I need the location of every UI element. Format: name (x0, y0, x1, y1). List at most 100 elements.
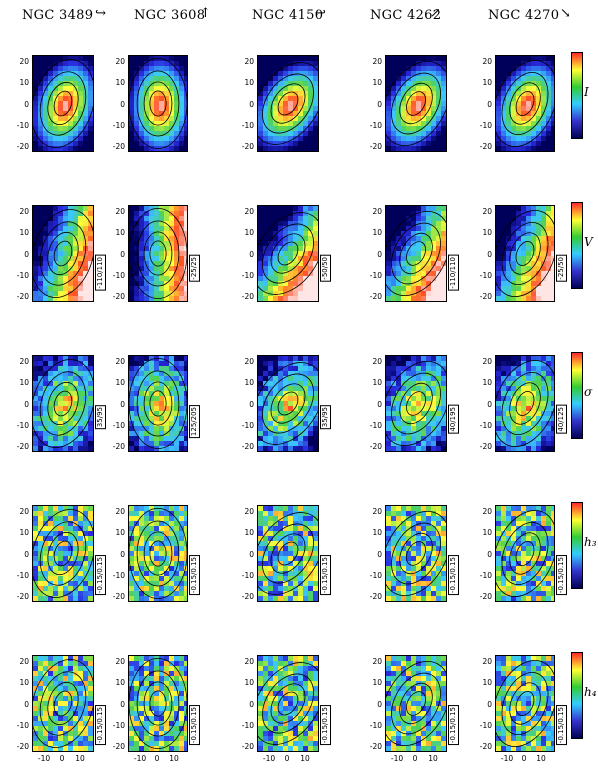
isophote-contour (136, 520, 180, 587)
map-panel (495, 505, 555, 602)
y-tick-label: -20 (16, 442, 29, 451)
isophote-contour (143, 681, 173, 726)
y-tick-label: 20 (482, 507, 492, 516)
isophote-contour (386, 210, 446, 297)
galaxy-title: NGC 3608 (134, 8, 206, 23)
isophote-contour (391, 72, 441, 135)
y-tick-label: -10 (369, 420, 382, 430)
isophote-contour (129, 507, 187, 600)
isophote-contour (262, 223, 314, 284)
isophote-contour (258, 212, 318, 295)
y-tick-label: 10 (19, 228, 29, 238)
isophote-contour (258, 362, 318, 445)
y-tick-label: -20 (369, 442, 382, 451)
y-tick-label: 20 (115, 57, 125, 66)
map-panel (128, 655, 188, 752)
x-tick-label: -10 (133, 754, 147, 763)
y-tick-label: -10 (112, 420, 125, 430)
isophote-contour (47, 531, 79, 576)
x-tick-label: -10 (390, 754, 404, 763)
isophote-contour (39, 521, 87, 586)
map-panel (495, 355, 555, 452)
quantity-label: I (584, 84, 589, 99)
colorbar (571, 52, 583, 139)
y-tick-label: 10 (482, 378, 492, 388)
map-panel (128, 205, 188, 302)
isophote-contour (406, 691, 426, 716)
y-tick-label: -20 (479, 442, 492, 451)
map-panel (257, 205, 319, 302)
y-tick-label: 20 (244, 507, 254, 516)
range-label: -0.15/0.15 (320, 555, 331, 596)
map-image (258, 506, 318, 601)
isophote-contour (509, 82, 541, 125)
isophote-contour (262, 73, 314, 134)
isophote-contour (515, 391, 535, 416)
quantity-label: σ (584, 384, 593, 399)
y-tick-label: 10 (482, 678, 492, 688)
y-tick-label: 0 (120, 99, 125, 109)
galaxy-title: NGC 4150 (252, 8, 324, 23)
isophote-contour (262, 523, 314, 584)
orientation-arrow-icon: ↑ (200, 6, 211, 21)
map-panel (32, 55, 94, 152)
y-tick-label: 20 (244, 57, 254, 66)
y-tick-label: -10 (479, 570, 492, 580)
isophote-contour (496, 510, 554, 597)
y-tick-label: -20 (16, 592, 29, 601)
y-tick-label: 0 (487, 99, 492, 109)
quantity-label: h₃ (584, 534, 597, 549)
y-tick-label: 0 (377, 699, 382, 709)
isophote-contour (270, 383, 306, 424)
isophote-contour (258, 512, 318, 595)
isophote-contour (515, 541, 535, 566)
isophote-contour (501, 72, 549, 135)
map-image (33, 506, 93, 601)
y-tick-label: -10 (369, 120, 382, 130)
range-label: -0.15/0.15 (556, 555, 567, 596)
isophote-contour (47, 81, 79, 126)
orientation-arrow-icon: ↘ (560, 6, 571, 21)
map-image (129, 56, 187, 151)
y-tick-label: -10 (112, 570, 125, 580)
isophote-contour (143, 381, 173, 426)
y-tick-label: -20 (369, 592, 382, 601)
y-tick-label: 20 (372, 207, 382, 216)
y-tick-label: -20 (369, 742, 382, 751)
y-tick-label: 20 (372, 57, 382, 66)
isophote-contour (136, 220, 180, 287)
colorbar (571, 352, 583, 439)
isophote-contour (270, 683, 306, 724)
isophote-contour (386, 60, 446, 147)
y-tick-label: -10 (241, 120, 254, 130)
y-tick-label: 20 (115, 207, 125, 216)
isophote-contour (33, 509, 93, 598)
y-tick-label: 10 (372, 78, 382, 88)
map-image (129, 356, 187, 451)
y-tick-label: -10 (369, 720, 382, 730)
x-tick-label: 0 (284, 754, 290, 763)
y-tick-label: 20 (372, 507, 382, 516)
map-panel (385, 355, 447, 452)
isophote-contour (277, 241, 299, 266)
y-tick-label: 10 (482, 78, 492, 88)
isophote-contour (136, 70, 180, 137)
isophote-contour (143, 531, 173, 576)
y-tick-label: 10 (115, 228, 125, 238)
y-tick-label: 20 (244, 357, 254, 366)
x-tick-label: 10 (536, 754, 546, 763)
map-image (33, 56, 93, 151)
x-tick-label: -10 (37, 754, 51, 763)
y-tick-label: 20 (244, 657, 254, 666)
y-tick-label: 10 (372, 378, 382, 388)
isophote-contour (39, 671, 87, 736)
isophote-contour (391, 222, 441, 285)
map-image (496, 56, 554, 151)
range-label: -0.15/0.15 (95, 555, 106, 596)
y-tick-label: -20 (479, 742, 492, 751)
y-tick-label: -10 (479, 720, 492, 730)
y-tick-label: 0 (377, 99, 382, 109)
isophote-contour (47, 381, 79, 426)
orientation-arrow-icon: ↩ (315, 6, 326, 21)
map-panel (495, 655, 555, 752)
